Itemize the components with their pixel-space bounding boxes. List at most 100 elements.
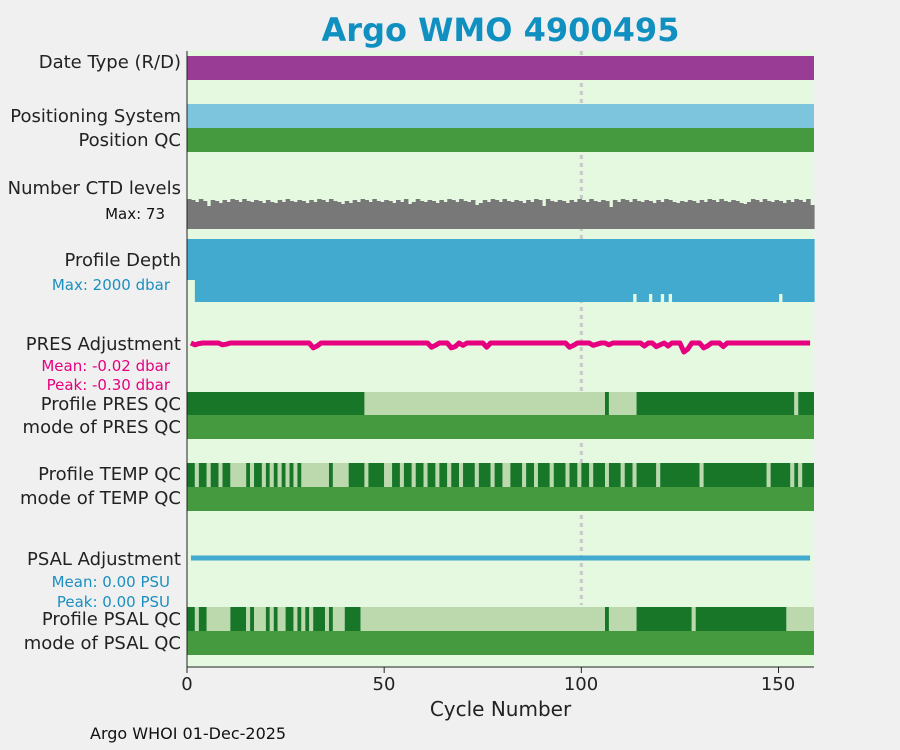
profile-temp-qc-segment [581,463,590,487]
profile-depth-bar [577,239,582,302]
ctd-levels-bar [435,203,440,229]
ctd-levels-bar [305,203,310,229]
ctd-levels-bar [470,200,476,229]
ctd-levels-bar [281,202,287,229]
ctd-levels-bar [664,199,669,229]
profile-psal-qc-segment [254,607,266,631]
profile-depth-bar [285,239,291,302]
ctd-levels-bar [257,201,263,229]
ctd-levels-bar [254,200,259,229]
profile-depth-bar [470,239,476,302]
position-qc-bar [187,128,814,152]
profile-depth-bar [672,239,677,302]
label-ctd-levels: Number CTD levels [7,178,181,199]
profile-temp-qc-segment [534,463,538,487]
profile-temp-qc-segment [218,463,223,487]
profile-depth-bar [640,239,646,302]
profile-temp-qc-segment [636,463,657,487]
profile-depth-bar [537,239,543,302]
profile-temp-qc-segment [301,463,329,487]
profile-depth-bar [482,239,488,302]
profile-depth-bar [277,239,283,302]
profile-psal-qc-segment [285,607,294,631]
ctd-levels-bar [601,200,606,229]
profile-temp-qc-segment [549,463,554,487]
profile-depth-bar [313,239,318,302]
ctd-levels-bar [518,201,523,229]
profile-depth-bar [739,239,744,302]
footer-credit: Argo WHOI 01-Dec-2025 [90,724,287,743]
profile-depth-bar [321,239,326,302]
ctd-levels-bar [553,202,559,229]
profile-depth-bar [616,239,622,302]
profile-depth-bar [293,239,299,302]
profile-temp-qc-segment [206,463,211,487]
ctd-levels-bar [321,200,326,229]
ctd-levels-bar [313,202,318,229]
profile-depth-bar [593,239,598,302]
ctd-levels-bar [250,202,255,229]
profile-depth-bar [447,239,452,302]
profile-depth-bar [664,239,669,302]
profile-pres-qc-segment [605,392,609,415]
profile-psal-qc-segment [360,607,605,631]
profile-depth-bar [549,239,555,302]
ctd-levels-bar [632,199,638,229]
profile-psal-qc-segment [198,607,207,631]
label-position-qc: Position QC [78,130,181,151]
profile-depth-bar [494,239,500,302]
label-mode-pres-qc: mode of PRES QC [22,417,181,438]
profile-psal-qc-segment [246,607,251,631]
ctd-levels-bar [656,200,661,229]
profile-depth-bar [506,239,511,302]
profile-depth-bar [407,239,413,302]
ctd-levels-bar [502,199,508,229]
profile-temp-qc-segment [620,463,625,487]
profile-depth-bar [766,239,772,302]
profile-temp-qc-segment [273,463,278,487]
profile-depth-bar [372,239,377,302]
ctd-levels-bar [593,201,598,229]
ctd-levels-bar [289,201,295,229]
profile-temp-qc-segment [510,463,523,487]
profile-depth-bar [526,239,531,302]
profile-depth-bar [427,239,433,302]
ctd-levels-bar [466,202,472,229]
ctd-levels-bar [356,202,362,229]
profile-depth-bar [309,239,314,302]
profile-depth-bar [317,239,322,302]
profile-depth-bar [325,239,330,302]
profile-psal-qc-segment [301,607,306,631]
profile-depth-bar [660,239,665,294]
profile-depth-bar [490,239,496,302]
profile-depth-bar [612,239,618,302]
ctd-levels-bar [277,200,283,229]
profile-temp-qc-segment [526,463,535,487]
ctd-levels-bar [423,202,429,229]
profile-psal-qc-segment [265,607,270,631]
profile-temp-qc-segment [332,463,349,487]
profile-depth-bar [332,239,338,302]
profile-temp-qc-segment [593,463,605,487]
ctd-levels-bar [360,199,366,229]
profile-temp-qc-segment [553,463,566,487]
profile-depth-bar [250,239,255,302]
profile-depth-bar [758,239,764,302]
profile-depth-bar [668,239,673,294]
ctd-levels-bar [636,201,642,229]
profile-temp-qc-segment [435,463,440,487]
profile-depth-bar [340,239,346,302]
ctd-levels-bar [238,202,243,229]
profile-depth-bar [691,239,697,302]
profile-depth-bar [735,239,740,302]
profile-depth-bar [328,239,334,302]
ctd-levels-bar [443,202,448,229]
profile-depth-bar [431,239,437,302]
profile-temp-qc-segment [297,463,302,487]
profile-psal-qc-segment [608,607,637,631]
ctd-levels-bar [545,199,551,229]
label-profile-temp-qc: Profile TEMP QC [38,464,181,485]
ctd-levels-bar [226,202,231,229]
profile-psal-qc-segment [636,607,692,631]
profile-depth-bar [565,239,571,302]
